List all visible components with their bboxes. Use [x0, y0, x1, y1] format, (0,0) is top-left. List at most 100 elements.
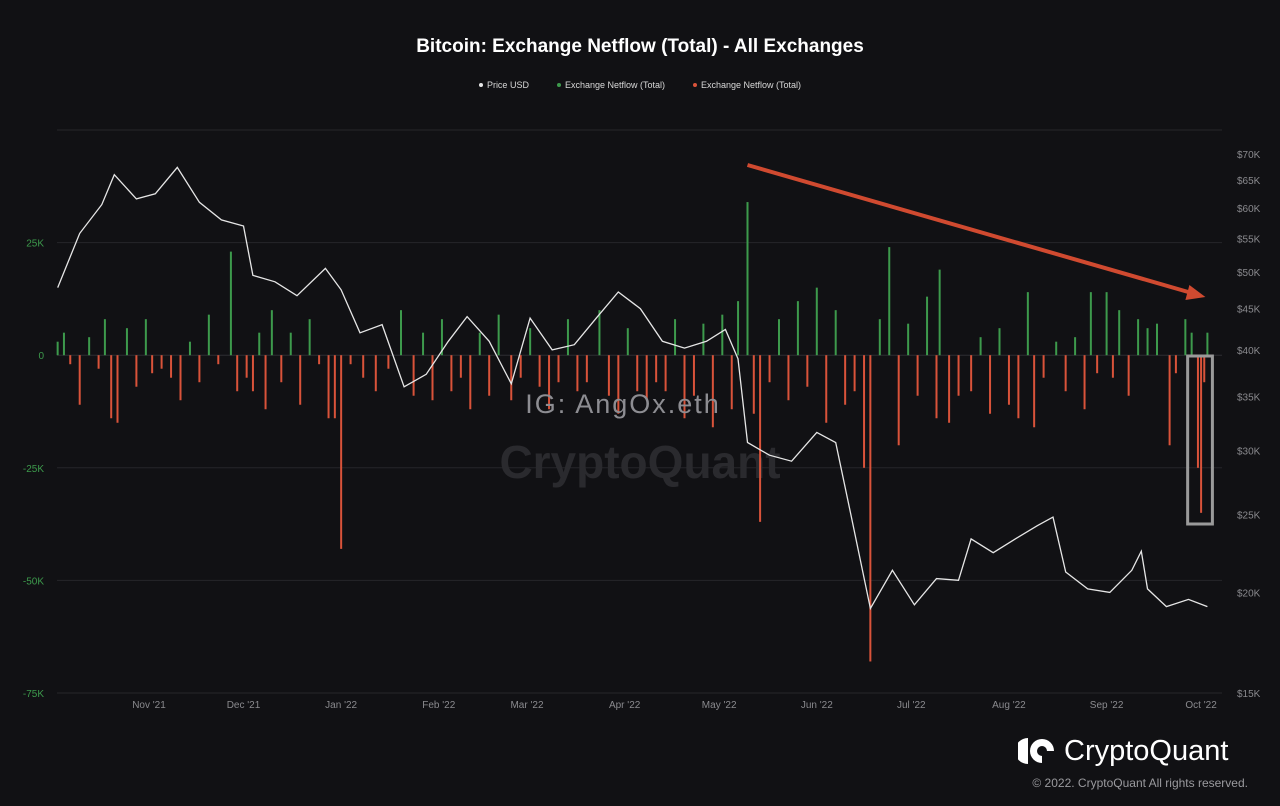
netflow-bar-positive	[56, 341, 59, 356]
netflow-bar-negative	[853, 355, 856, 392]
x-tick-label: Jun '22	[801, 700, 833, 711]
netflow-bar-negative	[374, 355, 377, 392]
left-tick-label: -25K	[23, 464, 44, 475]
left-tick-label: -75K	[23, 689, 44, 700]
legend-item-netflow-negative[interactable]: Exchange Netflow (Total)	[693, 80, 801, 90]
netflow-bar-negative	[340, 355, 343, 549]
trend-arrow-head-icon	[1185, 285, 1206, 300]
netflow-bar-positive	[289, 332, 292, 356]
x-tick-label: Jul '22	[897, 700, 926, 711]
netflow-bar-positive	[422, 332, 425, 356]
netflow-bar-negative	[576, 355, 579, 392]
netflow-bar-negative	[110, 355, 113, 419]
netflow-bar-negative	[664, 355, 667, 392]
watermark-brand: CryptoQuant	[499, 436, 780, 488]
netflow-bar-positive	[1055, 341, 1058, 356]
legend-label: Exchange Netflow (Total)	[701, 80, 802, 90]
right-tick-label: $70K	[1237, 150, 1261, 161]
logo-text: CryptoQuant	[1064, 735, 1229, 767]
netflow-bar-positive	[979, 337, 982, 356]
netflow-bar-positive	[702, 323, 705, 356]
right-tick-label: $30K	[1237, 447, 1261, 458]
netflow-bar-positive	[207, 314, 210, 356]
netflow-bar-positive	[497, 314, 500, 356]
netflow-bar-negative	[1200, 355, 1203, 513]
netflow-bar-negative	[327, 355, 330, 419]
netflow-bar-positive	[1190, 332, 1193, 356]
netflow-bar-negative	[519, 355, 522, 378]
netflow-bar-negative	[636, 355, 639, 392]
netflow-bar-negative	[759, 355, 762, 522]
netflow-bar-negative	[116, 355, 119, 423]
netflow-bar-negative	[450, 355, 453, 392]
netflow-bar-negative	[787, 355, 790, 401]
right-tick-label: $15K	[1237, 689, 1261, 700]
netflow-bars	[56, 202, 1209, 662]
x-tick-label: Mar '22	[510, 700, 543, 711]
netflow-bar-negative	[844, 355, 847, 405]
netflow-bar-positive	[834, 310, 837, 356]
netflow-bar-negative	[459, 355, 462, 378]
netflow-bar-negative	[1017, 355, 1020, 419]
legend-label: Exchange Netflow (Total)	[564, 80, 665, 90]
netflow-bar-positive	[1184, 319, 1187, 356]
x-tick-label: Nov '21	[132, 700, 166, 711]
netflow-bar-positive	[598, 310, 601, 356]
netflow-bar-positive	[674, 319, 677, 356]
legend-item-price[interactable]: Price USD	[478, 80, 529, 90]
netflow-bar-negative	[151, 355, 154, 374]
netflow-bar-positive	[907, 323, 910, 356]
netflow-bar-negative	[752, 355, 755, 414]
netflow-bar-negative	[869, 355, 872, 662]
netflow-bar-negative	[1168, 355, 1171, 446]
highlight-box	[1186, 354, 1214, 526]
netflow-bar-negative	[1042, 355, 1045, 378]
netflow-bar-negative	[607, 355, 610, 396]
netflow-bar-positive	[926, 296, 929, 356]
netflow-bar-positive	[1206, 332, 1209, 356]
netflow-bar-positive	[1105, 292, 1108, 356]
netflow-bar-positive	[1137, 319, 1140, 356]
netflow-bar-positive	[478, 332, 481, 356]
legend-item-netflow-positive[interactable]: Exchange Netflow (Total)	[556, 80, 665, 90]
cryptoquant-logo: CryptoQuant	[1018, 736, 1228, 766]
netflow-bar-positive	[188, 341, 191, 356]
annotations	[746, 163, 1214, 526]
netflow-bar-negative	[469, 355, 472, 410]
netflow-bar-positive	[62, 332, 65, 356]
netflow-bar-negative	[863, 355, 866, 468]
netflow-bar-negative	[510, 355, 513, 401]
netflow-bar-negative	[897, 355, 900, 446]
netflow-bar-negative	[825, 355, 828, 423]
x-tick-label: Apr '22	[609, 700, 641, 711]
copyright: © 2022. CryptoQuant All rights reserved.	[1032, 776, 1248, 790]
netflow-bar-positive	[1026, 292, 1029, 356]
netflow-bar-negative	[1111, 355, 1114, 378]
netflow-bar-positive	[125, 328, 128, 356]
netflow-bar-negative	[617, 355, 620, 414]
watermark-overlay: IG: AngOx.eth	[525, 389, 721, 419]
netflow-bar-negative	[806, 355, 809, 387]
netflow-bar-negative	[318, 355, 321, 365]
netflow-bar-positive	[938, 269, 941, 356]
x-tick-label: May '22	[702, 700, 737, 711]
netflow-bar-positive	[88, 337, 91, 356]
x-tick-label: Sep '22	[1090, 700, 1124, 711]
netflow-bar-positive	[878, 319, 881, 356]
netflow-bar-negative	[69, 355, 72, 365]
netflow-bar-positive	[144, 319, 147, 356]
right-tick-label: $20K	[1237, 588, 1261, 599]
netflow-bar-negative	[217, 355, 220, 365]
netflow-bar-negative	[585, 355, 588, 383]
netflow-bar-negative	[655, 355, 658, 383]
netflow-bar-negative	[1096, 355, 1099, 374]
netflow-bar-negative	[692, 355, 695, 396]
netflow-bar-positive	[258, 332, 261, 356]
left-tick-label: 25K	[26, 239, 44, 250]
right-tick-label: $60K	[1237, 204, 1261, 215]
netflow-bar-negative	[948, 355, 951, 423]
legend-dot-green	[556, 83, 561, 87]
netflow-bar-negative	[245, 355, 248, 378]
netflow-bar-negative	[349, 355, 352, 365]
netflow-bar-negative	[431, 355, 434, 401]
